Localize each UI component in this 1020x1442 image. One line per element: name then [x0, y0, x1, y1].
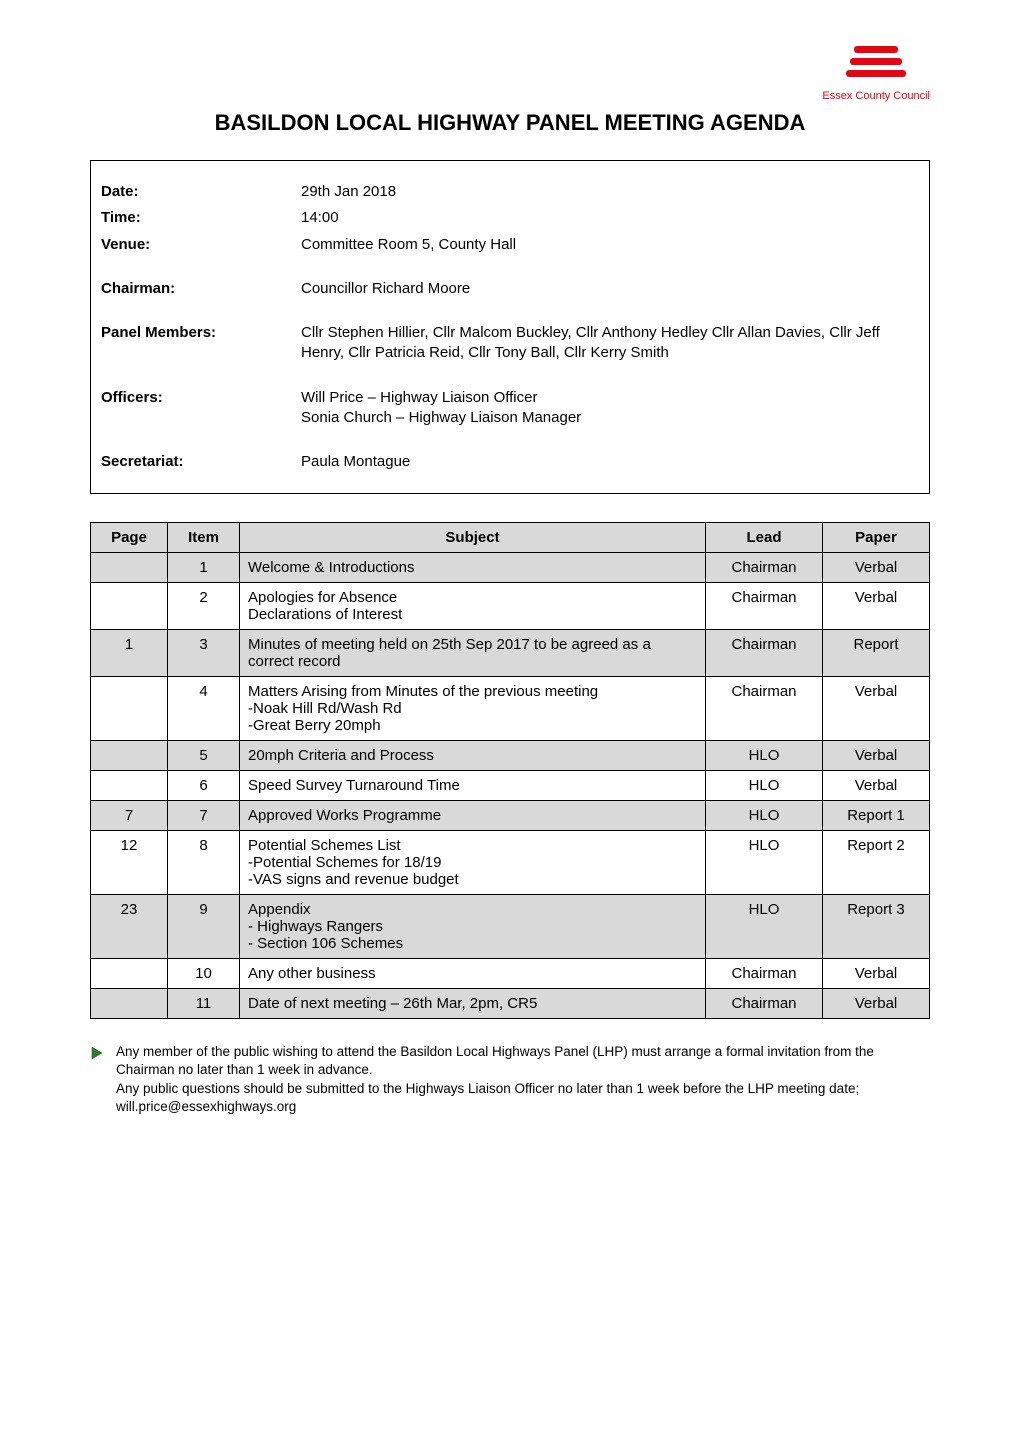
agenda-cell-subject: Welcome & Introductions: [240, 553, 706, 583]
agenda-cell-paper: Verbal: [823, 553, 930, 583]
info-venue-label: Venue:: [91, 232, 292, 258]
agenda-cell-lead: HLO: [706, 771, 823, 801]
agenda-cell-page: 23: [91, 895, 168, 959]
info-officers-value: Will Price – Highway Liaison Officer Son…: [291, 385, 930, 432]
agenda-cell-lead: Chairman: [706, 553, 823, 583]
agenda-cell-page: [91, 553, 168, 583]
agenda-cell-subject: Matters Arising from Minutes of the prev…: [240, 677, 706, 741]
agenda-table: Page Item Subject Lead Paper 1Welcome & …: [90, 522, 930, 1019]
footnote-block: Any member of the public wishing to atte…: [90, 1043, 930, 1116]
agenda-cell-lead: HLO: [706, 801, 823, 831]
info-chairman-value: Councillor Richard Moore: [291, 276, 930, 302]
agenda-cell-item: 7: [168, 801, 240, 831]
agenda-row: 2Apologies for Absence Declarations of I…: [91, 583, 930, 630]
agenda-cell-lead: HLO: [706, 741, 823, 771]
agenda-header-subject: Subject: [240, 523, 706, 553]
agenda-cell-subject: Minutes of meeting held on 25th Sep 2017…: [240, 630, 706, 677]
agenda-cell-page: 12: [91, 831, 168, 895]
agenda-cell-item: 6: [168, 771, 240, 801]
agenda-cell-subject: 20mph Criteria and Process: [240, 741, 706, 771]
agenda-cell-paper: Report 1: [823, 801, 930, 831]
info-venue-value: Committee Room 5, County Hall: [291, 232, 930, 258]
agenda-row: 11Date of next meeting – 26th Mar, 2pm, …: [91, 989, 930, 1019]
agenda-row: 239Appendix - Highways Rangers - Section…: [91, 895, 930, 959]
essex-logo-icon: [846, 40, 906, 88]
agenda-cell-paper: Report: [823, 630, 930, 677]
agenda-cell-lead: Chairman: [706, 583, 823, 630]
info-officers-label: Officers:: [91, 385, 292, 432]
agenda-cell-paper: Verbal: [823, 677, 930, 741]
agenda-cell-item: 2: [168, 583, 240, 630]
agenda-row: 10Any other businessChairmanVerbal: [91, 959, 930, 989]
agenda-cell-item: 9: [168, 895, 240, 959]
agenda-cell-lead: HLO: [706, 831, 823, 895]
agenda-cell-subject: Apologies for Absence Declarations of In…: [240, 583, 706, 630]
agenda-cell-page: [91, 677, 168, 741]
agenda-header-page: Page: [91, 523, 168, 553]
agenda-cell-subject: Date of next meeting – 26th Mar, 2pm, CR…: [240, 989, 706, 1019]
logo-block: Essex County Council: [822, 40, 930, 102]
info-chairman-label: Chairman:: [91, 276, 292, 302]
agenda-cell-page: [91, 583, 168, 630]
agenda-cell-item: 4: [168, 677, 240, 741]
agenda-cell-item: 1: [168, 553, 240, 583]
agenda-cell-page: [91, 741, 168, 771]
document-title: BASILDON LOCAL HIGHWAY PANEL MEETING AGE…: [90, 110, 930, 136]
info-panel-value: Cllr Stephen Hillier, Cllr Malcom Buckle…: [291, 320, 930, 367]
agenda-row: 4Matters Arising from Minutes of the pre…: [91, 677, 930, 741]
agenda-cell-lead: Chairman: [706, 630, 823, 677]
info-time-value: 14:00: [291, 205, 930, 231]
info-time-label: Time:: [91, 205, 292, 231]
info-secretariat-value: Paula Montague: [291, 449, 930, 475]
agenda-cell-paper: Verbal: [823, 959, 930, 989]
agenda-cell-paper: Verbal: [823, 771, 930, 801]
agenda-cell-subject: Approved Works Programme: [240, 801, 706, 831]
info-panel-label: Panel Members:: [91, 320, 292, 367]
agenda-cell-page: 7: [91, 801, 168, 831]
agenda-cell-item: 10: [168, 959, 240, 989]
agenda-cell-lead: HLO: [706, 895, 823, 959]
agenda-row: 128Potential Schemes List -Potential Sch…: [91, 831, 930, 895]
agenda-header-lead: Lead: [706, 523, 823, 553]
agenda-row: 1Welcome & IntroductionsChairmanVerbal: [91, 553, 930, 583]
agenda-cell-paper: Report 2: [823, 831, 930, 895]
agenda-cell-page: [91, 771, 168, 801]
bullet-arrow-icon: [90, 1045, 106, 1061]
agenda-cell-lead: Chairman: [706, 989, 823, 1019]
agenda-cell-page: 1: [91, 630, 168, 677]
agenda-row: 77Approved Works ProgrammeHLOReport 1: [91, 801, 930, 831]
agenda-header-paper: Paper: [823, 523, 930, 553]
agenda-cell-subject: Speed Survey Turnaround Time: [240, 771, 706, 801]
agenda-cell-subject: Any other business: [240, 959, 706, 989]
meeting-info-table: Date: 29th Jan 2018 Time: 14:00 Venue: C…: [90, 160, 930, 494]
agenda-cell-paper: Verbal: [823, 583, 930, 630]
info-secretariat-label: Secretariat:: [91, 449, 292, 475]
agenda-cell-subject: Potential Schemes List -Potential Scheme…: [240, 831, 706, 895]
agenda-row: 520mph Criteria and ProcessHLOVerbal: [91, 741, 930, 771]
agenda-cell-paper: Verbal: [823, 741, 930, 771]
agenda-row: 13Minutes of meeting held on 25th Sep 20…: [91, 630, 930, 677]
info-date-value: 29th Jan 2018: [291, 179, 930, 205]
agenda-cell-item: 11: [168, 989, 240, 1019]
agenda-cell-subject: Appendix - Highways Rangers - Section 10…: [240, 895, 706, 959]
agenda-header-item: Item: [168, 523, 240, 553]
agenda-cell-lead: Chairman: [706, 959, 823, 989]
agenda-cell-lead: Chairman: [706, 677, 823, 741]
info-date-label: Date:: [91, 179, 292, 205]
agenda-cell-item: 5: [168, 741, 240, 771]
footnote-text: Any member of the public wishing to atte…: [116, 1043, 930, 1116]
agenda-cell-item: 8: [168, 831, 240, 895]
agenda-cell-paper: Report 3: [823, 895, 930, 959]
agenda-cell-page: [91, 959, 168, 989]
agenda-cell-item: 3: [168, 630, 240, 677]
agenda-header-row: Page Item Subject Lead Paper: [91, 523, 930, 553]
agenda-cell-paper: Verbal: [823, 989, 930, 1019]
agenda-cell-page: [91, 989, 168, 1019]
logo-text: Essex County Council: [822, 90, 930, 102]
agenda-row: 6Speed Survey Turnaround TimeHLOVerbal: [91, 771, 930, 801]
page-container: Essex County Council BASILDON LOCAL HIGH…: [0, 0, 1020, 1442]
